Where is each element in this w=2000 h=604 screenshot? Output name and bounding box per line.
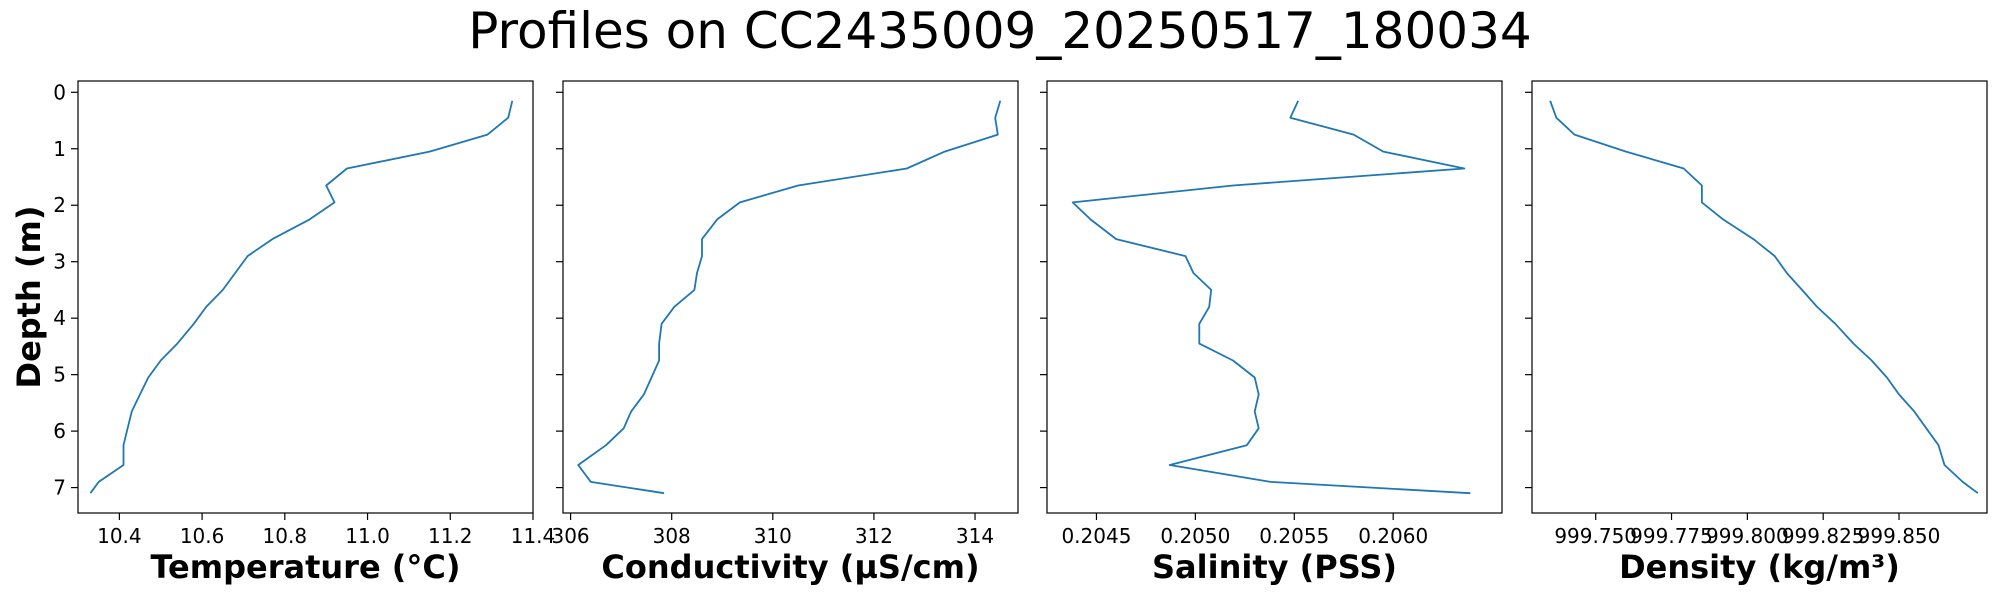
x-axis-label: Salinity (PSS) xyxy=(1152,548,1397,586)
profile-line xyxy=(89,100,514,494)
x-tick-label: 0.2050 xyxy=(1160,524,1230,548)
x-tick-label: 10.4 xyxy=(97,524,142,548)
x-axis-label: Conductivity (µS/cm) xyxy=(601,548,979,586)
x-tick-label: 10.8 xyxy=(263,524,308,548)
plot-frame xyxy=(562,80,1019,514)
x-tick-label: 312 xyxy=(855,524,893,548)
plot-frame xyxy=(1531,80,1988,514)
y-tick-label: 2 xyxy=(53,193,66,217)
panel-4: 999.750999.775999.800999.825999.850Densi… xyxy=(1525,80,1988,586)
panels: 0 1 2 3 4 5 6 7 10.4 10.6 10.8 11.0 11.2 11.4 Temperat… xyxy=(53,80,1988,586)
chart-title: Profiles on CC2435009_20250517_180034 xyxy=(468,2,1531,60)
y-tick-label: 7 xyxy=(53,476,66,500)
x-tick-label: 308 xyxy=(653,524,691,548)
x-tick-label: 999.750 xyxy=(1554,524,1637,548)
x-tick-label: 11.4 xyxy=(511,524,556,548)
plot-frame xyxy=(1046,80,1503,514)
x-tick-label: 310 xyxy=(754,524,792,548)
profile-line xyxy=(1071,100,1471,495)
profile-line xyxy=(577,100,1002,495)
y-tick-label: 0 xyxy=(53,80,66,104)
x-axis-label: Density (kg/m³) xyxy=(1619,548,1900,586)
x-tick-label: 999.775 xyxy=(1630,524,1713,548)
x-tick-label: 999.850 xyxy=(1858,524,1941,548)
y-tick-label: 1 xyxy=(53,137,66,161)
x-tick-label: 999.825 xyxy=(1782,524,1865,548)
y-tick-label: 3 xyxy=(53,250,66,274)
y-tick-label: 5 xyxy=(53,363,66,387)
plot-frame xyxy=(77,80,534,514)
x-tick-label: 999.800 xyxy=(1706,524,1789,548)
y-axis-label: Depth (m) xyxy=(10,206,48,389)
panel-1: 0 1 2 3 4 5 6 7 10.4 10.6 10.8 11.0 11.2 11.4 Temperat… xyxy=(53,80,555,586)
x-tick-label: 0.2045 xyxy=(1061,524,1131,548)
x-tick-label: 0.2055 xyxy=(1259,524,1329,548)
y-tick-label: 4 xyxy=(53,306,66,330)
profile-line xyxy=(1549,100,1979,494)
x-tick-label: 11.0 xyxy=(345,524,390,548)
x-tick-label: 314 xyxy=(956,524,994,548)
x-axis-label: Temperature (°C) xyxy=(150,548,460,586)
x-tick-label: 11.2 xyxy=(428,524,473,548)
x-tick-label: 306 xyxy=(551,524,589,548)
y-tick-label: 6 xyxy=(53,419,66,443)
x-tick-label: 0.2060 xyxy=(1358,524,1428,548)
x-tick-label: 10.6 xyxy=(180,524,225,548)
